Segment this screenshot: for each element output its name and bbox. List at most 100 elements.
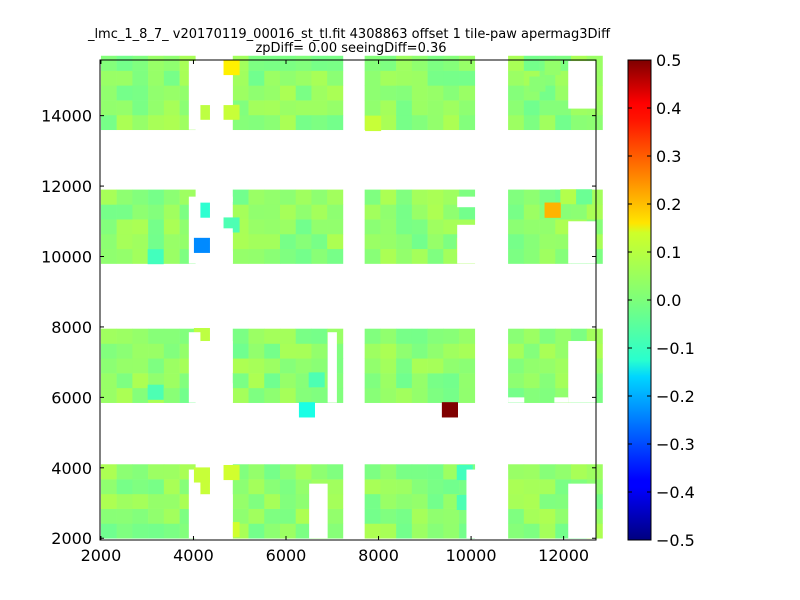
colorbar: 0.5 0.4 0.3 0.2 0.1 0.0 −0.1 −0.2 −0.3 −0.4 −0.5 [627, 51, 695, 550]
heatmap-cell [364, 248, 381, 264]
heatmap-cell [163, 373, 180, 389]
heatmap-cell [163, 204, 180, 220]
heatmap-cell [248, 493, 265, 509]
heatmap-cell [364, 464, 381, 480]
empty-region [568, 483, 596, 539]
empty-region [466, 469, 479, 539]
heatmap-cell [411, 358, 428, 374]
heatmap-cell [508, 328, 525, 344]
colorbar-tick-label: 0.1 [656, 243, 681, 262]
heatmap-cell [427, 464, 444, 480]
heatmap-cell [427, 387, 444, 403]
heatmap-cell [311, 114, 328, 131]
empty-region [200, 494, 233, 539]
heatmap-cell [443, 189, 460, 205]
heatmap-cell [132, 479, 149, 495]
heatmap-cell [100, 85, 117, 101]
heatmap-cell [380, 328, 397, 344]
heatmap-cell [100, 343, 117, 359]
heatmap-cell [411, 219, 428, 235]
heatmap-cell [523, 508, 540, 524]
heatmap-cell [308, 372, 325, 388]
heatmap-cell [327, 100, 344, 116]
heatmap-cell [427, 479, 444, 495]
heatmap-cell [116, 189, 133, 205]
heatmap-cell [279, 248, 297, 264]
heatmap-cell [100, 114, 117, 131]
heatmap-cell [459, 85, 476, 101]
heatmap-cell [380, 373, 397, 389]
heatmap-cell [380, 523, 397, 539]
heatmap-cell [311, 219, 328, 235]
heatmap-cell [295, 204, 312, 220]
heatmap-cell [163, 70, 180, 86]
chart-subtitle: zpDiff= 0.00 seeingDiff=0.36 [255, 41, 446, 56]
heatmap-cell [327, 85, 344, 101]
heatmap-cell [148, 328, 165, 344]
heatmap-cell [264, 55, 281, 71]
heatmap-cell [248, 328, 265, 344]
y-tick-label: 8000 [51, 318, 92, 337]
heatmap-cell [163, 248, 180, 264]
heatmap-cell [116, 479, 133, 495]
heatmap-cell [100, 328, 117, 344]
heatmap-cell [365, 115, 382, 132]
heatmap-cell [223, 104, 240, 120]
heatmap-cell [132, 343, 149, 359]
heatmap-cell [427, 85, 444, 101]
heatmap-cell [116, 55, 133, 71]
heatmap-cell [411, 464, 428, 480]
heatmap-cell [264, 114, 281, 131]
heatmap-cell [411, 493, 428, 509]
colorbar-tick-label: −0.4 [656, 483, 695, 502]
heatmap-cell [364, 343, 381, 359]
heatmap-cell [327, 248, 344, 264]
heatmap-cell [380, 55, 397, 71]
heatmap-cell [132, 55, 149, 71]
heatmap-cell [295, 248, 312, 264]
heatmap-cell [508, 204, 525, 220]
heatmap-cell [539, 508, 556, 524]
heatmap-cell [459, 100, 476, 116]
heatmap-cell [295, 85, 312, 101]
heatmap-cell [327, 233, 344, 250]
heatmap-cell [443, 100, 460, 116]
heatmap-cell [555, 219, 572, 235]
heatmap-cell [264, 464, 281, 480]
heatmap-cell [539, 358, 556, 374]
heatmap-cell [443, 523, 460, 539]
heatmap-cell [539, 248, 556, 264]
heatmap-cell [279, 55, 297, 71]
heatmap-cell [311, 233, 328, 250]
heatmap-cell [311, 328, 328, 344]
heatmap-cell [364, 189, 381, 205]
heatmap-cell [147, 249, 164, 265]
heatmap-cell [427, 343, 444, 359]
y-axis: 2000 4000 6000 8000 10000 12000 14000 [41, 107, 596, 548]
heatmap-cell [100, 55, 117, 71]
empty-region [568, 341, 596, 403]
heatmap-cell [248, 358, 265, 374]
heatmap-cell [459, 358, 476, 374]
heatmap-cell [508, 248, 525, 264]
heatmap-cell [523, 100, 540, 116]
heatmap-cell [100, 233, 117, 250]
heatmap-cell [396, 189, 413, 205]
heatmap-cell [523, 233, 540, 250]
heatmap-cell [396, 55, 413, 71]
heatmap-cell [539, 343, 556, 359]
heatmap-cell [279, 373, 297, 389]
colorbar-ticks: 0.5 0.4 0.3 0.2 0.1 0.0 −0.1 −0.2 −0.3 −0.4 −0.5 [628, 51, 695, 550]
y-tick-label: 4000 [51, 459, 92, 478]
heatmap-cell [364, 328, 381, 344]
heatmap-cell [555, 523, 572, 539]
heatmap-cell [508, 343, 525, 359]
heatmap-cell [147, 384, 164, 400]
empty-region [216, 383, 233, 403]
heatmap-cell [508, 508, 525, 524]
empty-region [568, 61, 596, 109]
heatmap-cell [539, 464, 556, 480]
heatmap-cell [132, 233, 149, 250]
empty-region [494, 469, 509, 539]
heatmap-cell [523, 189, 540, 205]
